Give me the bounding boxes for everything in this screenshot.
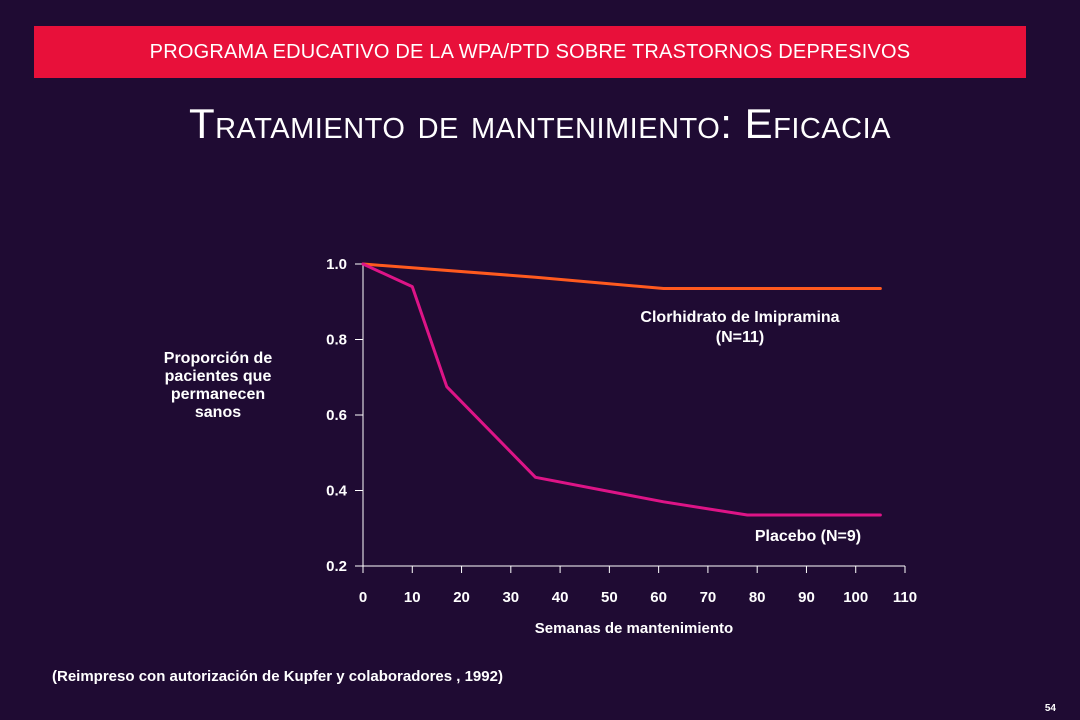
program-banner: PROGRAMA EDUCATIVO DE LA WPA/PTD SOBRE T… (34, 26, 1026, 78)
y-axis-label-line: pacientes que (164, 368, 272, 385)
imipramine-line (361, 262, 882, 291)
x-axis-label: Semanas de mantenimiento (535, 620, 733, 637)
x-tick-label: 90 (798, 589, 815, 606)
y-tick-label: 1.0 (326, 256, 347, 273)
imipramine-series-label: (N=11) (716, 329, 764, 346)
citation-note: (Reimpreso con autorización de Kupfer y … (52, 668, 503, 685)
x-tick-label: 10 (404, 589, 421, 606)
placebo-series-label: Placebo (N=9) (755, 528, 861, 545)
slide-title: Tratamiento de mantenimiento: Eficacia (188, 100, 892, 147)
x-tick-label: 40 (552, 589, 569, 606)
x-tick-label: 50 (601, 589, 618, 606)
y-tick-label: 0.6 (326, 407, 347, 424)
y-tick-label: 0.4 (326, 483, 348, 500)
x-tick-label: 100 (843, 589, 868, 606)
page-number: 54 (1044, 703, 1056, 714)
x-tick-label: 80 (749, 589, 766, 606)
x-tick-label: 60 (650, 589, 667, 606)
x-tick-label: 110 (893, 589, 917, 606)
imipramine-series-label: Clorhidrato de Imipramina (640, 309, 839, 326)
placebo-line (361, 262, 882, 517)
y-tick-label: 0.8 (326, 332, 347, 349)
y-axis-label-line: Proporción de (163, 350, 273, 367)
y-axis-label-line: permanecen (170, 386, 266, 403)
x-tick-label: 0 (359, 589, 367, 606)
y-axis-label-line: sanos (194, 404, 242, 421)
x-tick-label: 70 (700, 589, 717, 606)
x-tick-label: 20 (453, 589, 470, 606)
x-tick-label: 30 (502, 589, 519, 606)
y-axis-label: Proporción de pacientes que permanecen s… (128, 350, 308, 422)
y-tick-label: 0.2 (326, 558, 347, 575)
